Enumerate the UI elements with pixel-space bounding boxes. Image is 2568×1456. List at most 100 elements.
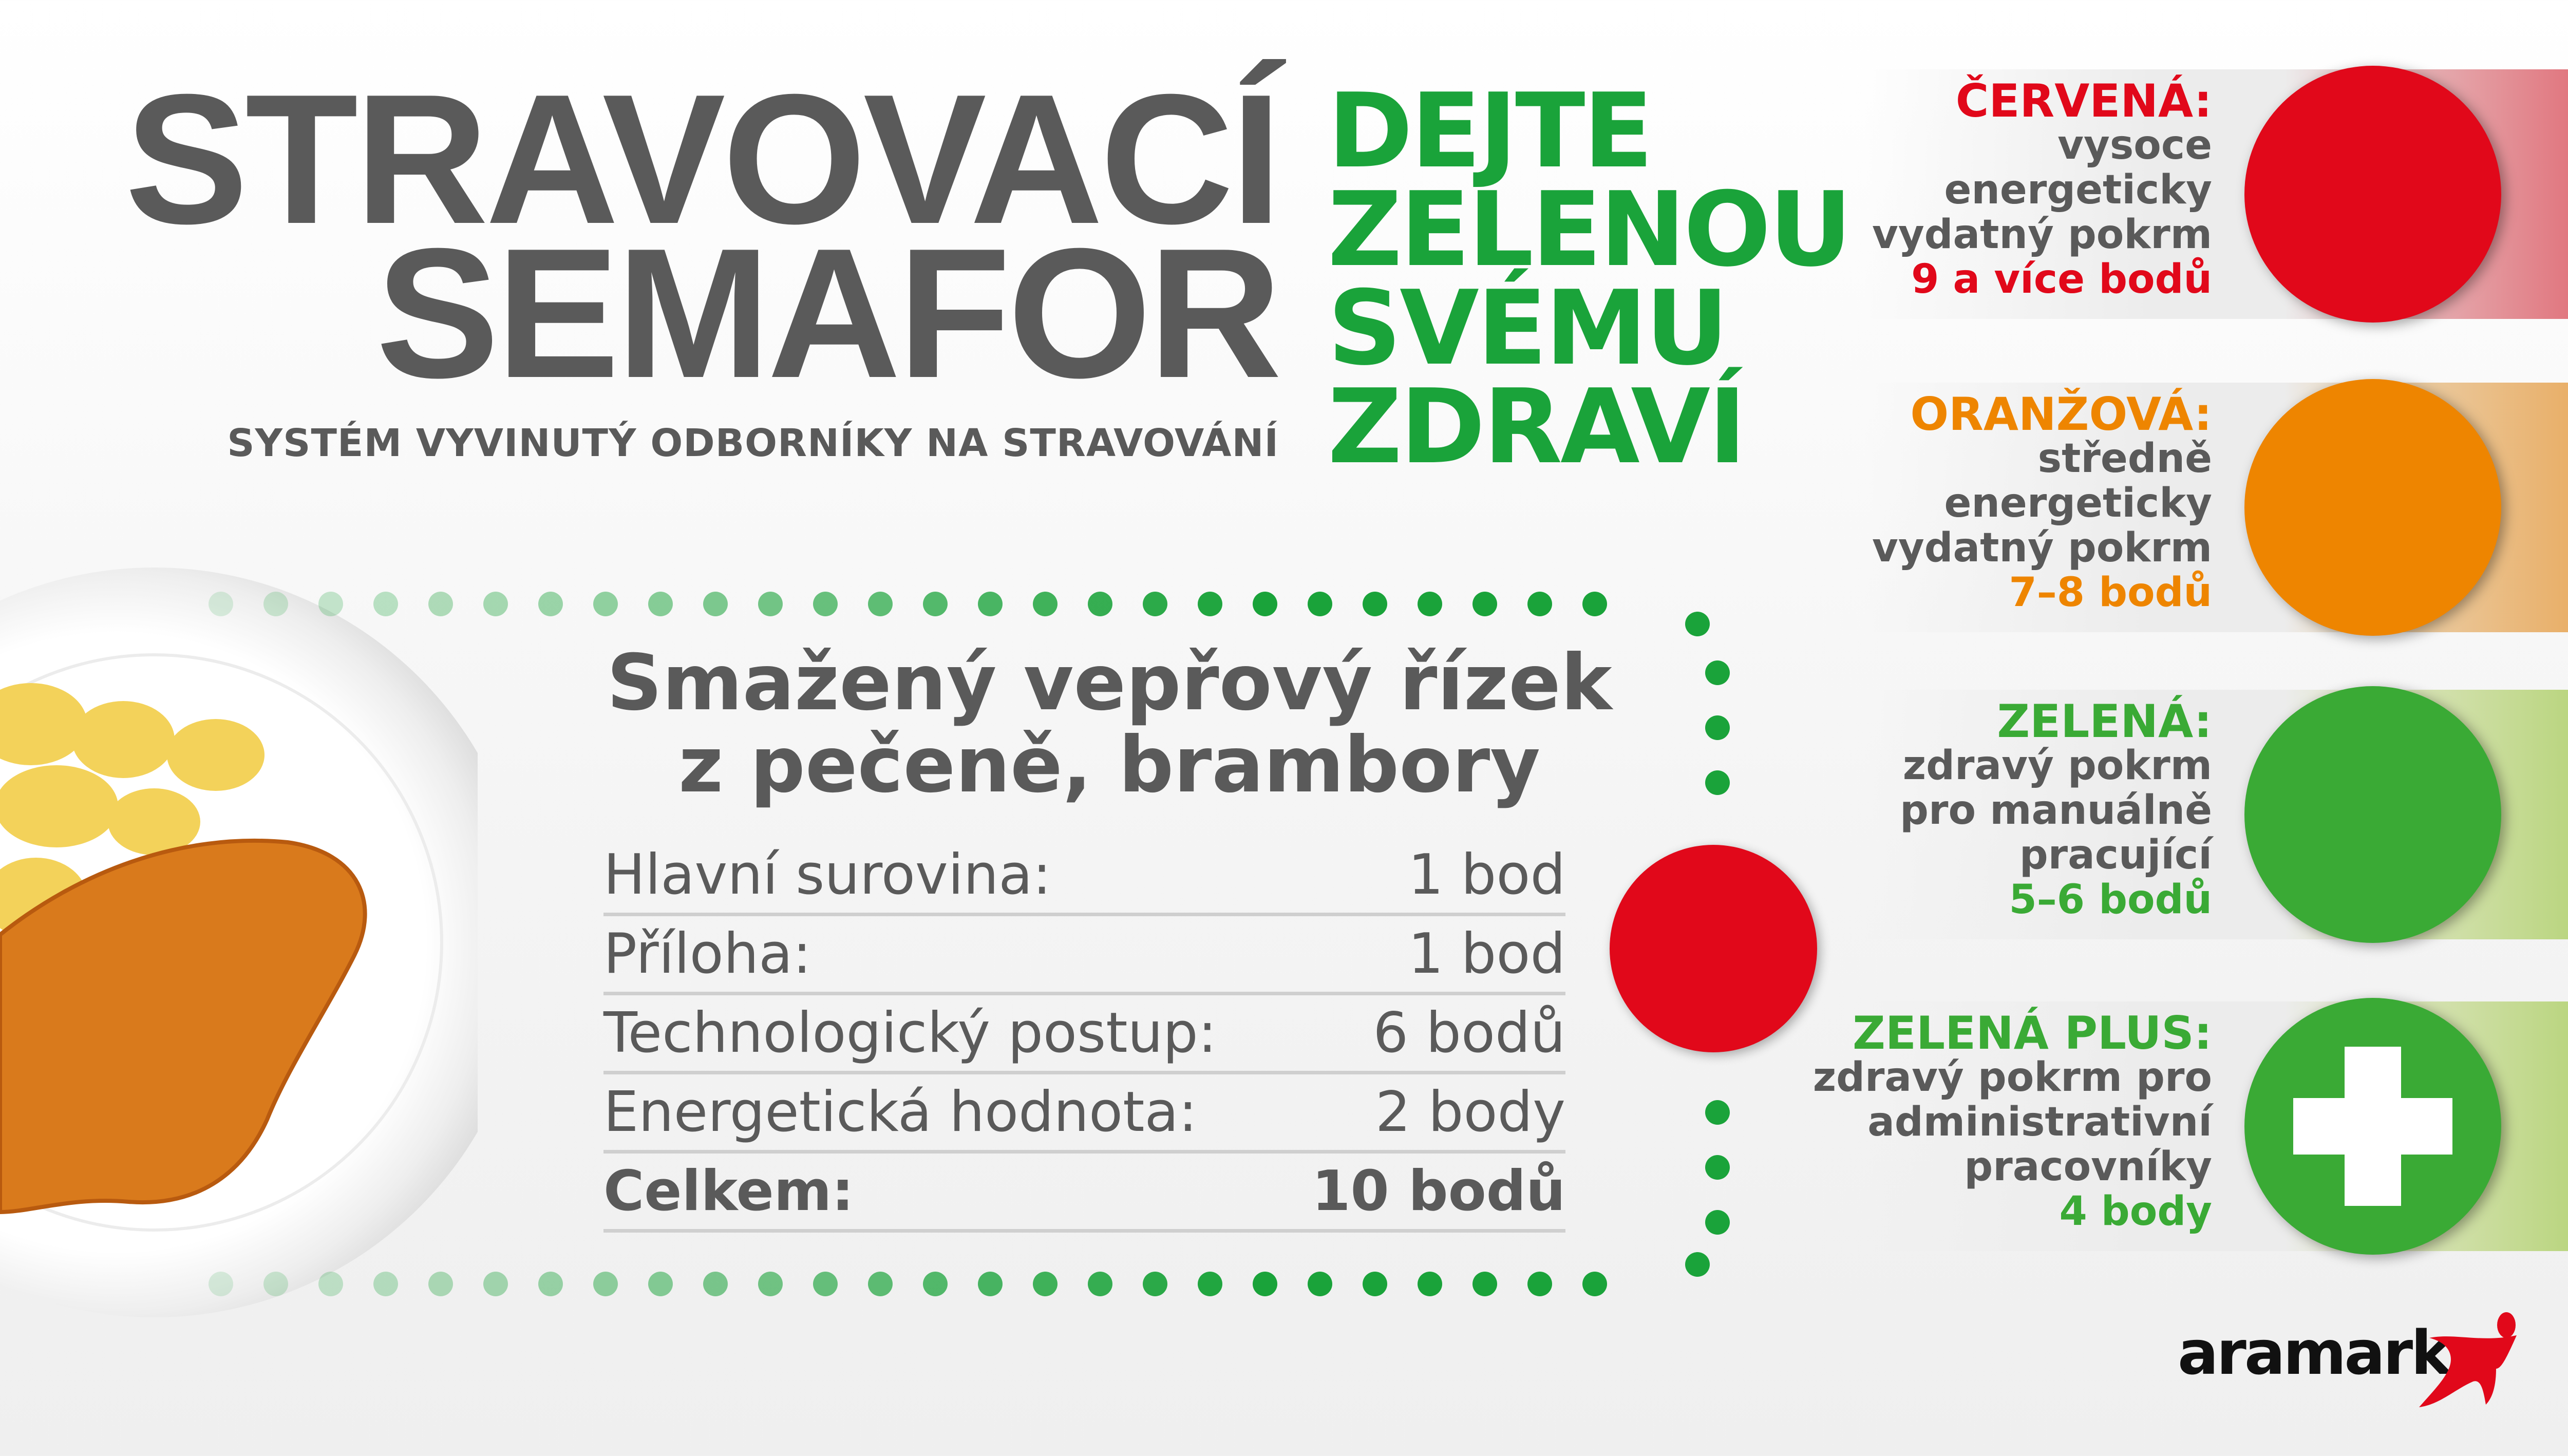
table-row: Energetická hodnota: 2 body: [603, 1074, 1565, 1154]
legend-line: středně: [2037, 436, 2212, 482]
frame-dot: [1685, 612, 1710, 636]
table-row: Technologický postup: 6 bodů: [603, 995, 1565, 1074]
frame-dot: [1472, 592, 1497, 616]
frame-dot: [1705, 1210, 1730, 1235]
total-row: Celkem: 10 bodů: [603, 1154, 1565, 1233]
legend-line: pro manuálně: [1900, 787, 2212, 834]
legend-line: pracující: [2019, 832, 2212, 878]
schnitzel: [0, 839, 367, 1215]
frame-dot: [1088, 1272, 1112, 1296]
total-label: Celkem:: [603, 1159, 854, 1223]
table-row: Příloha: 1 bod: [603, 916, 1565, 995]
logo-text: aramark: [2178, 1317, 2451, 1388]
legend-line: vydatný pokrm: [1872, 525, 2212, 571]
frame-dot: [1088, 592, 1112, 616]
orange-light-icon: [2244, 379, 2501, 636]
legend-line: zdravý pokrm pro: [1812, 1054, 2212, 1101]
frame-dot: [868, 592, 893, 616]
points-table: Hlavní surovina: 1 bod Příloha: 1 bod Tech…: [603, 837, 1565, 1233]
legend-orange: ORANŽOVÁ: středně energeticky vydatný po…: [1864, 379, 2568, 636]
row-value: 1 bod: [1408, 843, 1565, 907]
slogan-line: SVÉMU: [1328, 269, 1729, 388]
frame-dot: [868, 1272, 893, 1296]
plate-rim: [0, 653, 443, 1232]
legend-green: ZELENÁ: zdravý pokrm pro manuálně pracuj…: [1864, 686, 2568, 943]
frame-dot: [1472, 1272, 1497, 1296]
frame-dot: [1705, 660, 1730, 685]
row-label: Technologický postup:: [603, 1001, 1217, 1065]
legend-points: 7–8 bodů: [2009, 570, 2212, 616]
frame-dot: [1582, 1272, 1607, 1296]
table-row: Hlavní surovina: 1 bod: [603, 837, 1565, 916]
legend-line: pracovníky: [1964, 1144, 2212, 1190]
row-value: 6 bodů: [1373, 1001, 1565, 1065]
plus-icon: [2345, 1047, 2401, 1206]
frame-dot: [1418, 1272, 1442, 1296]
legend-title: ZELENÁ PLUS:: [1853, 1007, 2212, 1060]
legend-line: energeticky: [1944, 167, 2212, 213]
frame-dot: [1253, 1272, 1277, 1296]
frame-dot: [1308, 1272, 1332, 1296]
legend-title: ORANŽOVÁ:: [1910, 388, 2212, 441]
frame-dot: [1308, 592, 1332, 616]
title-line-1: STRAVOVACÍ: [125, 56, 1282, 262]
frame-dot: [1033, 592, 1058, 616]
frame-dot: [1143, 592, 1167, 616]
frame-dot: [813, 592, 838, 616]
row-label: Příloha:: [603, 922, 811, 986]
frame-dot: [1418, 592, 1442, 616]
legend-line: zdravý pokrm: [1902, 743, 2212, 789]
aramark-star-icon: [2419, 1312, 2517, 1407]
legend-title: ČERVENÁ:: [1955, 74, 2212, 127]
frame-dot: [538, 592, 563, 616]
slogan-line: ZDRAVÍ: [1328, 367, 1746, 487]
dish-title-line: Smažený vepřový řízek: [607, 638, 1612, 728]
frame-dot: [1527, 1272, 1552, 1296]
legend-line: energeticky: [1944, 480, 2212, 526]
frame-dot: [593, 592, 618, 616]
result-red-light-icon: [1610, 845, 1817, 1052]
row-value: 1 bod: [1408, 922, 1565, 986]
frame-dot: [978, 1272, 1003, 1296]
total-value: 10 bodů: [1312, 1159, 1565, 1223]
frame-dot: [813, 1272, 838, 1296]
frame-dot: [758, 1272, 783, 1296]
frame-dot: [703, 1272, 728, 1296]
green-light-icon: [2244, 686, 2501, 943]
frame-dot: [1363, 592, 1387, 616]
frame-dot: [1685, 1252, 1710, 1277]
frame-dot: [1253, 592, 1277, 616]
frame-dot: [648, 592, 673, 616]
frame-dot: [703, 592, 728, 616]
frame-dot: [483, 592, 508, 616]
frame-dot: [978, 592, 1003, 616]
frame-dot: [923, 1272, 948, 1296]
frame-dot: [538, 1272, 563, 1296]
frame-dot: [1198, 1272, 1222, 1296]
frame-dot: [758, 592, 783, 616]
legend-points: 9 a více bodů: [1911, 256, 2212, 302]
slogan: DEJTE ZELENOU SVÉMU ZDRAVÍ: [1328, 80, 1853, 487]
dish-title-line: z pečeně, brambory: [678, 721, 1541, 810]
legend-title: ZELENÁ:: [1997, 695, 2212, 748]
legend-line: vysoce: [2057, 122, 2212, 168]
legend-points: 4 body: [2059, 1188, 2212, 1235]
row-label: Energetická hodnota:: [603, 1080, 1198, 1144]
slogan-line: ZELENOU: [1328, 170, 1853, 290]
frame-dot: [923, 592, 948, 616]
subtitle: SYSTÉM VYVINUTÝ ODBORNÍKY NA STRAVOVÁNÍ: [227, 421, 1279, 465]
legend-green-plus: ZELENÁ PLUS: zdravý pokrm pro administra…: [1813, 998, 2568, 1255]
legend-line: vydatný pokrm: [1872, 212, 2212, 258]
dish-title: Smažený vepřový řízek z pečeně, brambory: [565, 642, 1654, 806]
frame-dot: [1033, 1272, 1058, 1296]
green-plus-light-icon: [2244, 998, 2501, 1255]
frame-dot: [1582, 592, 1607, 616]
row-label: Hlavní surovina:: [603, 843, 1051, 907]
legend-red: ČERVENÁ: vysoce energeticky vydatný pokr…: [1864, 66, 2568, 323]
frame-dot: [1143, 1272, 1167, 1296]
frame-dot: [1705, 715, 1730, 740]
legend-points: 5–6 bodů: [2009, 877, 2212, 923]
frame-dot: [1705, 1100, 1730, 1125]
legend-line: administrativní: [1867, 1099, 2212, 1145]
row-value: 2 body: [1375, 1080, 1565, 1144]
